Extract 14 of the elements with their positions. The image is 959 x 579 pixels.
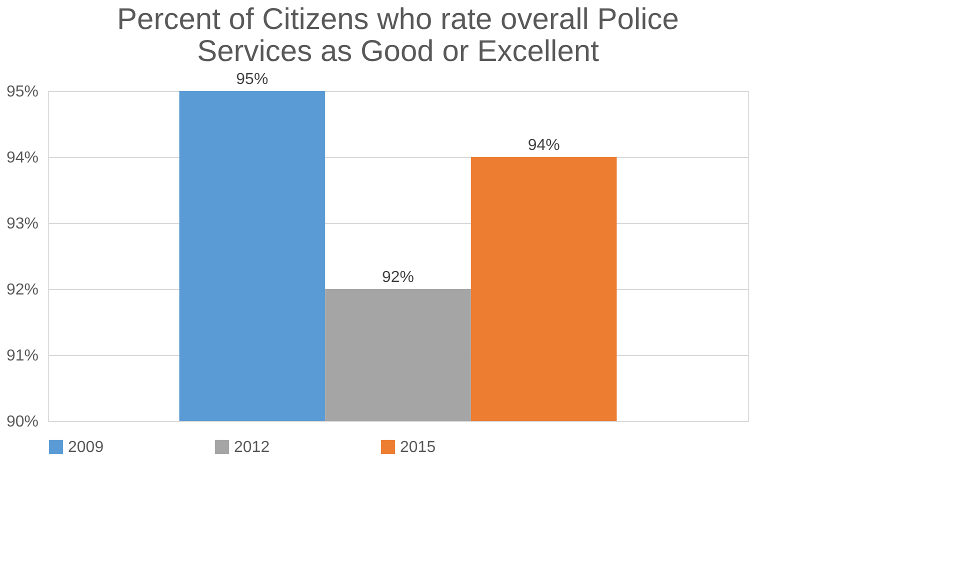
legend-label: 2012 xyxy=(234,439,270,456)
text: Percent of Citizens who rate overall Police xyxy=(117,3,679,36)
y-tick-label: 93% xyxy=(6,216,38,232)
legend-label: 2009 xyxy=(68,439,104,456)
y-tick-label: 91% xyxy=(6,348,38,364)
data-label: 95% xyxy=(236,71,268,88)
data-label: 94% xyxy=(528,137,560,154)
legend-label: 2015 xyxy=(400,439,436,456)
text: Services as Good or Excellent xyxy=(197,35,599,68)
data-label: 92% xyxy=(382,269,414,286)
y-tick-label: 92% xyxy=(6,282,38,298)
y-tick-label: 90% xyxy=(6,414,38,430)
y-tick-label: 95% xyxy=(6,84,38,100)
y-tick-label: 94% xyxy=(6,150,38,166)
